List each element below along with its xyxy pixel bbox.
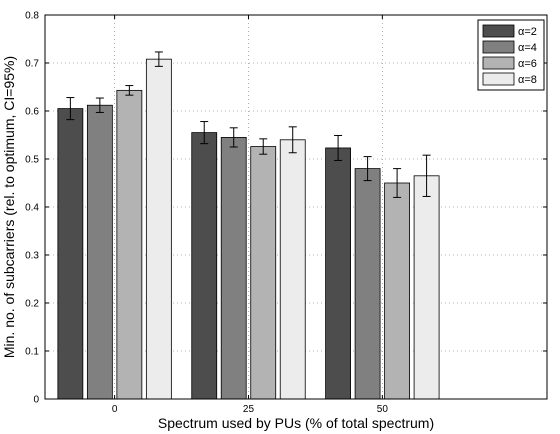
legend-swatch — [482, 40, 515, 54]
bars — [57, 58, 440, 400]
legend-swatch — [482, 24, 515, 38]
y-tick-label: 0.4 — [25, 203, 39, 214]
x-tick-label: 0 — [112, 404, 118, 415]
error-bars — [66, 51, 431, 198]
bar — [220, 136, 247, 400]
legend-label: α=4 — [518, 42, 537, 54]
y-tick-label: 0.2 — [25, 299, 39, 310]
grid-lines — [45, 15, 547, 399]
x-tick-label: 25 — [243, 404, 255, 415]
legend-swatch — [482, 56, 515, 70]
bar — [325, 147, 351, 400]
bar — [116, 89, 143, 400]
bar — [413, 175, 440, 400]
legend: α=2 α=4 α=6 α=8 — [477, 19, 545, 91]
bar — [57, 108, 84, 400]
y-axis-label: Min. no. of subcarriers (rel. to optimum… — [1, 56, 17, 358]
y-tick-label: 0.5 — [25, 155, 39, 166]
legend-label: α=8 — [518, 74, 537, 86]
y-tick-label: 0.1 — [25, 347, 39, 358]
bar — [279, 139, 306, 400]
y-tick-label: 0.3 — [25, 251, 39, 262]
x-tick-label: 50 — [377, 404, 389, 415]
legend-label: α=2 — [518, 26, 537, 38]
y-tick-label: 0.6 — [25, 107, 39, 118]
legend-swatch — [482, 72, 515, 86]
x-axis-label: Spectrum used by PUs (% of total spectru… — [158, 415, 434, 431]
bar — [86, 104, 113, 400]
bar — [384, 182, 410, 400]
y-tick-label: 0.7 — [25, 59, 39, 70]
bar — [354, 168, 381, 400]
y-tick-label: 0 — [33, 395, 39, 406]
y-tick-label: 0.8 — [25, 11, 39, 22]
bar — [191, 132, 218, 400]
bar — [145, 58, 172, 400]
legend-label: α=6 — [518, 58, 537, 70]
x-axis-ticks: 0 25 50 — [112, 15, 389, 415]
bar — [250, 146, 277, 400]
y-axis-ticks: 0 0.1 0.2 0.3 0.4 0.5 0.6 0.7 0.8 — [25, 11, 547, 406]
